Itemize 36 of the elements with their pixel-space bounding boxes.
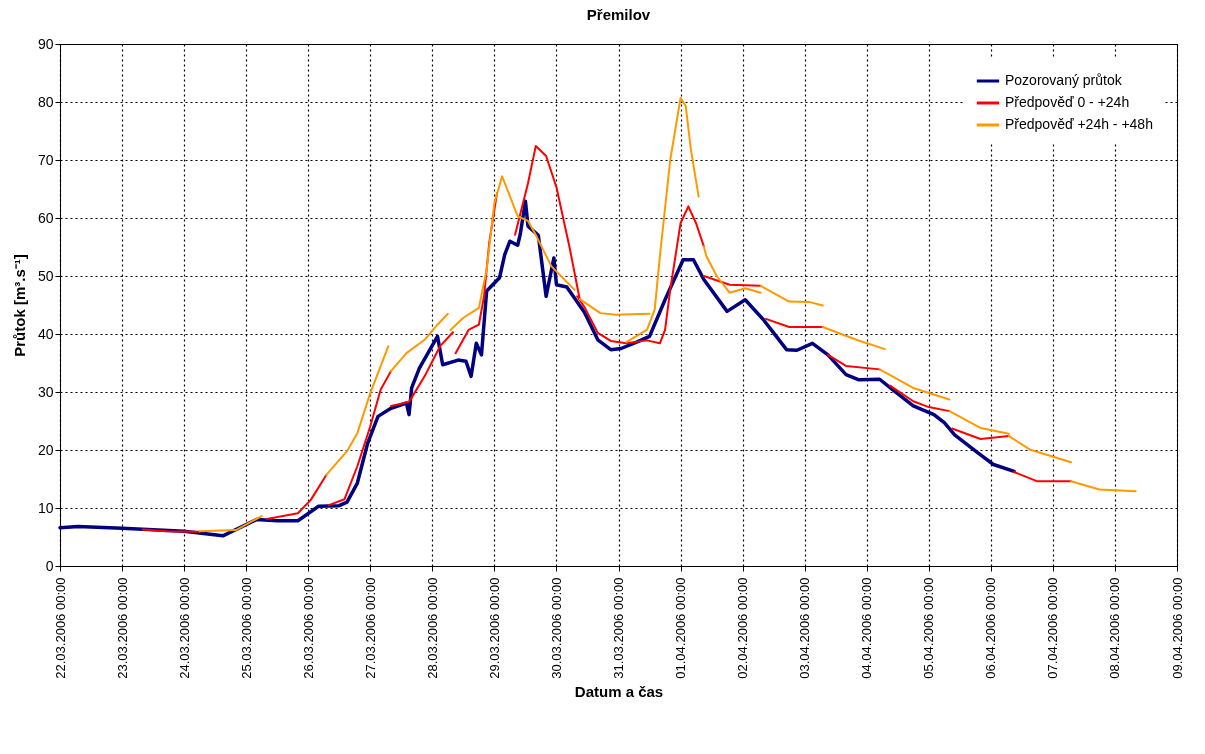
x-tick-label: 07.04.2006 00:00 bbox=[1045, 577, 1061, 679]
x-tick-label: 28.03.2006 00:00 bbox=[424, 577, 440, 679]
x-tick-label: 09.04.2006 00:00 bbox=[1169, 577, 1185, 679]
x-tick-label: 23.03.2006 00:00 bbox=[114, 577, 130, 679]
x-tick-label: 04.04.2006 00:00 bbox=[859, 577, 875, 679]
y-tick-label: 90 bbox=[37, 35, 54, 52]
x-tick-label: 05.04.2006 00:00 bbox=[921, 577, 937, 679]
x-tick-label: 08.04.2006 00:00 bbox=[1107, 577, 1123, 679]
y-tick-label: 60 bbox=[37, 209, 54, 226]
x-tick-label: 03.04.2006 00:00 bbox=[797, 577, 813, 679]
x-tick-label: 01.04.2006 00:00 bbox=[673, 577, 689, 679]
line-series bbox=[58, 199, 1016, 538]
y-tick-label: 0 bbox=[45, 557, 54, 574]
y-axis-title: Průtok [m³.s⁻¹] bbox=[10, 254, 28, 357]
x-axis-title: Datum a čas bbox=[574, 682, 664, 700]
x-tick-label: 26.03.2006 00:00 bbox=[300, 577, 316, 679]
x-tick-label: 02.04.2006 00:00 bbox=[735, 577, 751, 679]
x-tick-label: 31.03.2006 00:00 bbox=[611, 577, 626, 679]
x-tick-label: 29.03.2006 00:00 bbox=[486, 577, 502, 679]
x-tick-label: 25.03.2006 00:00 bbox=[238, 577, 254, 679]
legend-label: Pozorovaný průtok bbox=[1005, 72, 1123, 88]
y-tick-label: 80 bbox=[37, 93, 54, 110]
chart-title: Přemilov bbox=[586, 6, 651, 23]
y-tick-label: 10 bbox=[37, 499, 54, 516]
x-tick-label: 06.04.2006 00:00 bbox=[983, 577, 999, 679]
y-tick-label: 70 bbox=[37, 151, 54, 168]
x-tick-label: 27.03.2006 00:00 bbox=[362, 577, 378, 679]
legend-label: Předpověď 0 - +24h bbox=[1005, 94, 1130, 110]
x-tick-label: 22.03.2006 00:00 bbox=[52, 577, 68, 679]
y-tick-label: 20 bbox=[37, 441, 54, 458]
legend-label: Předpověď +24h - +48h bbox=[1005, 116, 1153, 132]
y-tick-label: 40 bbox=[37, 325, 54, 342]
y-tick-label: 50 bbox=[37, 267, 54, 284]
x-tick-label: 30.03.2006 00:00 bbox=[548, 577, 564, 679]
x-tick-label: 24.03.2006 00:00 bbox=[176, 577, 192, 679]
y-tick-label: 30 bbox=[37, 383, 54, 400]
